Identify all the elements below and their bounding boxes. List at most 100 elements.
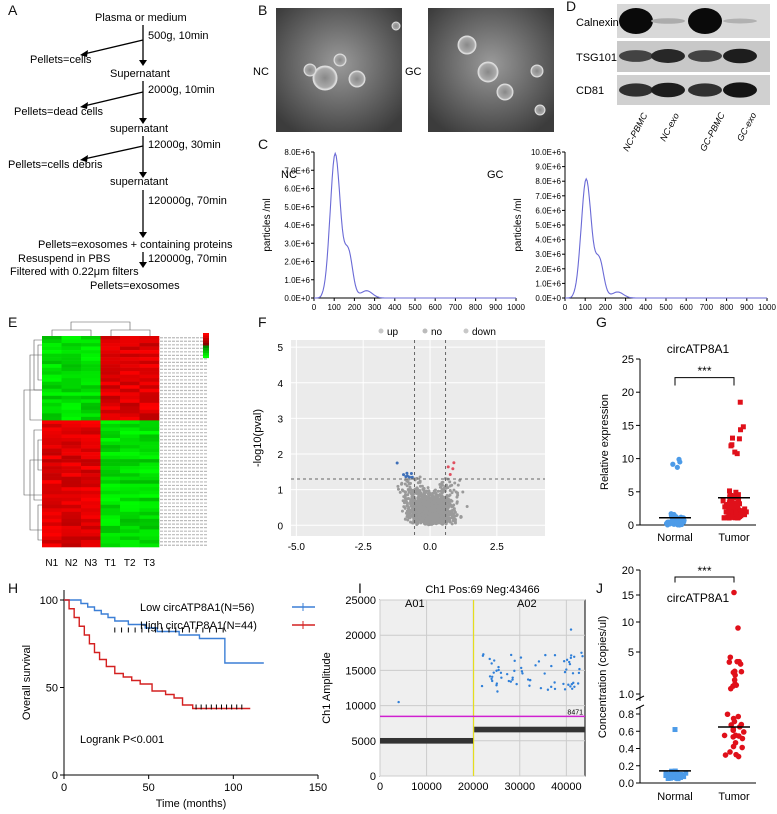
significance-label: ***: [697, 564, 711, 578]
heatmap-cell: [42, 490, 62, 495]
y-tick-label: 10000: [345, 701, 376, 713]
heatmap-cell: [120, 462, 140, 467]
positive-droplet: [553, 687, 557, 691]
y-tick-label: 20: [622, 387, 634, 399]
chart-title: circATP8A1: [667, 342, 730, 356]
heatmap-cell: [42, 504, 62, 509]
heatmap-cell: [100, 504, 121, 509]
heatmap-cell: [100, 420, 121, 425]
ddpcr-plot: 0 5000 10000 15000 20000 25000 0 10000 20000 3000…: [321, 584, 586, 793]
positive-droplet: [507, 679, 511, 683]
positive-droplet: [544, 653, 547, 657]
heatmap-cell: [42, 402, 62, 407]
heatmap-cell: [61, 364, 82, 368]
x-category-label: Normal: [657, 532, 692, 544]
x-tick-label: -2.5: [355, 542, 373, 553]
heatmap-cell: [61, 518, 82, 523]
heatmap-cell: [120, 353, 140, 358]
positive-droplet: [546, 688, 550, 691]
expression-dot-plot: 0 5 10 15 20 25 Relative expression circATP8A1 N…: [599, 342, 756, 544]
x-tick-label: 20000: [458, 781, 489, 793]
heatmap-cell: [120, 483, 140, 488]
heatmap-cell: [120, 392, 140, 397]
tumor-point: [727, 493, 733, 499]
tumor-point: [733, 489, 739, 495]
heatmap-cell: [81, 399, 101, 404]
heatmap-cell: [139, 434, 160, 439]
heatmap-cell: [120, 532, 140, 537]
heatmap-cell: [61, 378, 82, 383]
tumor-point: [735, 492, 741, 498]
heatmap-cell: [42, 445, 62, 449]
volcano-point: [451, 467, 455, 471]
heatmap-cell: [100, 466, 121, 470]
western-blot: Calnexin TSG101 CD81 NC-PBMC NC-exo GC-P…: [576, 4, 770, 153]
nta-label-gc: GC: [487, 169, 504, 181]
chart-title: Ch1 Pos:69 Neg:43466: [425, 584, 539, 596]
tumor-point: [732, 739, 739, 746]
heatmap-cell: [120, 497, 140, 502]
positive-droplet: [569, 685, 572, 688]
heatmap-cell: [100, 529, 121, 534]
volcano-point: [445, 519, 449, 523]
volcano-point: [410, 475, 414, 479]
heatmap-cell: [139, 532, 160, 537]
positive-droplet: [539, 686, 543, 690]
heatmap-cell: [81, 430, 101, 435]
volcano-point: [401, 489, 405, 493]
tumor-point: [726, 500, 732, 506]
heatmap-cell: [61, 336, 82, 340]
heatmap-cell: [81, 459, 101, 463]
heatmap-cell: [100, 399, 121, 404]
volcano-point: [452, 488, 456, 492]
legend-marker: [422, 328, 428, 334]
heatmap-cell: [100, 445, 121, 449]
normal-point: [683, 770, 689, 776]
heatmap-cell: [61, 357, 82, 361]
heatmap-cell: [42, 357, 62, 361]
y-tick-label: 15000: [345, 665, 376, 677]
heatmap-cell: [61, 522, 82, 527]
volcano-point: [453, 481, 457, 485]
heatmap-cell: [120, 459, 140, 463]
normal-point: [666, 519, 672, 525]
x-tick-label: 200: [348, 303, 362, 312]
positive-droplet: [581, 654, 584, 658]
y-tick-label: 7.0E+6: [284, 166, 310, 175]
heatmap-cell: [120, 427, 140, 432]
heatmap-cell: [81, 532, 101, 537]
heatmap-col-label: N2: [65, 558, 78, 569]
heatmap-cell: [120, 448, 140, 453]
heatmap-cell: [100, 343, 121, 347]
heatmap-cell: [100, 423, 121, 428]
heatmap-cell: [139, 339, 160, 344]
volcano-point: [439, 497, 443, 501]
x-tick-label: 0: [61, 782, 67, 794]
x-category-label: Tumor: [718, 532, 750, 544]
heatmap-cell: [139, 508, 160, 513]
heatmap-cell: [139, 360, 160, 365]
volcano-point: [453, 510, 457, 514]
plot-background: [379, 599, 586, 777]
x-tick-label: 900: [740, 303, 754, 312]
heatmap-cell: [120, 395, 140, 400]
normal-point: [674, 464, 680, 470]
heatmap-cell: [61, 346, 82, 351]
positive-droplet: [519, 666, 523, 670]
y-tick-label: 0: [628, 520, 634, 532]
heatmap-cell: [42, 374, 62, 379]
x-tick-label: 0: [377, 781, 383, 793]
heatmap-cell: [81, 420, 101, 425]
volcano-point: [441, 521, 445, 525]
heatmap-cell: [42, 378, 62, 383]
heatmap-cell: [61, 494, 82, 499]
positive-droplet: [509, 680, 513, 683]
heatmap-cell: [42, 480, 62, 484]
y-tick-label: 10: [622, 454, 634, 466]
volcano-point: [438, 493, 442, 497]
heatmap-cell: [139, 441, 160, 446]
heatmap-cell: [139, 388, 160, 393]
heatmap-cell: [81, 364, 101, 368]
positive-droplet: [528, 684, 531, 687]
volcano-point: [450, 511, 454, 515]
